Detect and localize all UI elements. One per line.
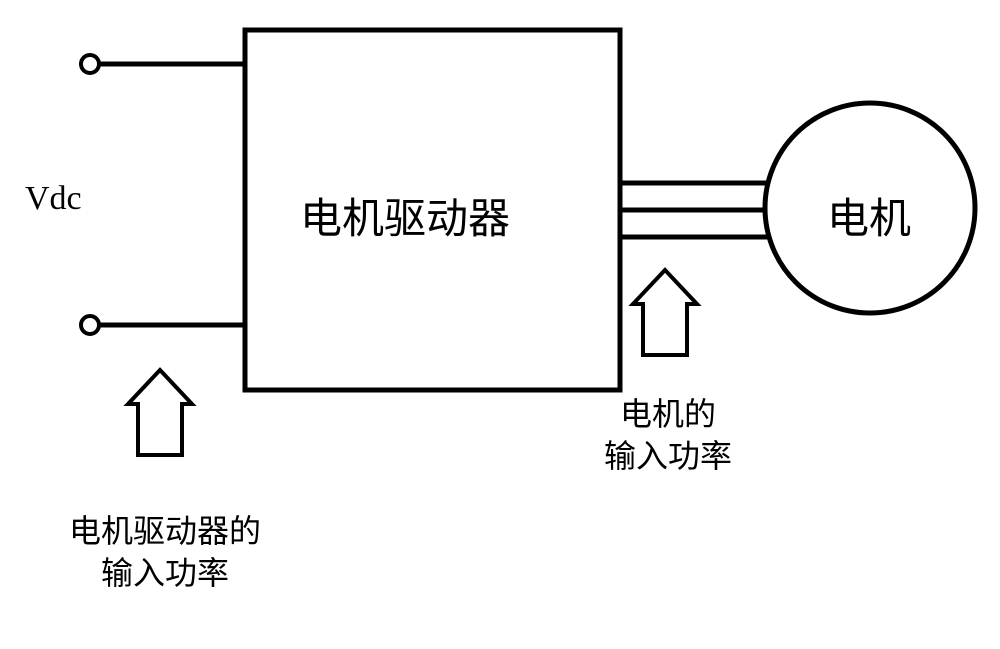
dc-terminal-top xyxy=(81,55,99,73)
motor-driver-label: 电机驱动器 xyxy=(300,185,510,246)
block-diagram: Vdc 电机驱动器 电机 电机驱动器的 输入功率 电机的 输入功率 xyxy=(0,0,1000,649)
motor-label: 电机 xyxy=(827,185,911,246)
vdc-label: Vdc xyxy=(25,180,82,218)
motor-input-power-label: 电机的 输入功率 xyxy=(598,393,738,477)
arrow-motor-input-power-icon xyxy=(633,270,697,355)
dc-terminal-bottom xyxy=(81,316,99,334)
arrow-driver-input-power-icon xyxy=(128,370,192,455)
driver-input-power-label: 电机驱动器的 输入功率 xyxy=(55,510,275,594)
